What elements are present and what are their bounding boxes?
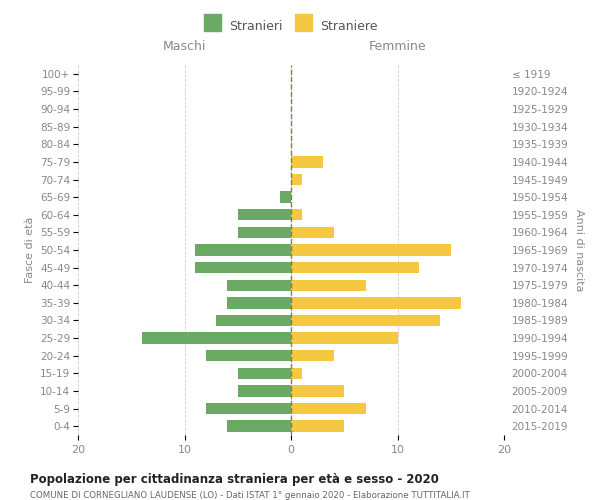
Bar (291, 262, 419, 274)
Bar (291, 350, 334, 362)
Y-axis label: Fasce di età: Fasce di età (25, 217, 35, 283)
Bar (291, 403, 365, 414)
Bar (291, 156, 323, 168)
Legend: Stranieri, Straniere: Stranieri, Straniere (200, 16, 382, 36)
Bar (291, 244, 451, 256)
Bar (291, 174, 302, 185)
Bar (291, 368, 302, 379)
Bar (142, 332, 291, 344)
Bar (195, 262, 291, 274)
Bar (227, 280, 291, 291)
Bar (238, 385, 291, 396)
Bar (291, 385, 344, 396)
Bar (227, 420, 291, 432)
Bar (291, 420, 344, 432)
Y-axis label: Anni di nascita: Anni di nascita (574, 209, 584, 291)
Text: COMUNE DI CORNEGLIANO LAUDENSE (LO) - Dati ISTAT 1° gennaio 2020 - Elaborazione : COMUNE DI CORNEGLIANO LAUDENSE (LO) - Da… (30, 491, 470, 500)
Bar (291, 315, 440, 326)
Bar (217, 315, 291, 326)
Bar (291, 332, 398, 344)
Text: Popolazione per cittadinanza straniera per età e sesso - 2020: Popolazione per cittadinanza straniera p… (30, 472, 439, 486)
Bar (238, 226, 291, 238)
Bar (291, 226, 334, 238)
Bar (291, 280, 365, 291)
Bar (238, 209, 291, 220)
Text: Femmine: Femmine (368, 40, 427, 52)
Bar (280, 192, 291, 203)
Bar (206, 403, 291, 414)
Text: Maschi: Maschi (163, 40, 206, 52)
Bar (195, 244, 291, 256)
Bar (291, 209, 302, 220)
Bar (238, 368, 291, 379)
Bar (206, 350, 291, 362)
Bar (227, 297, 291, 308)
Bar (291, 297, 461, 308)
